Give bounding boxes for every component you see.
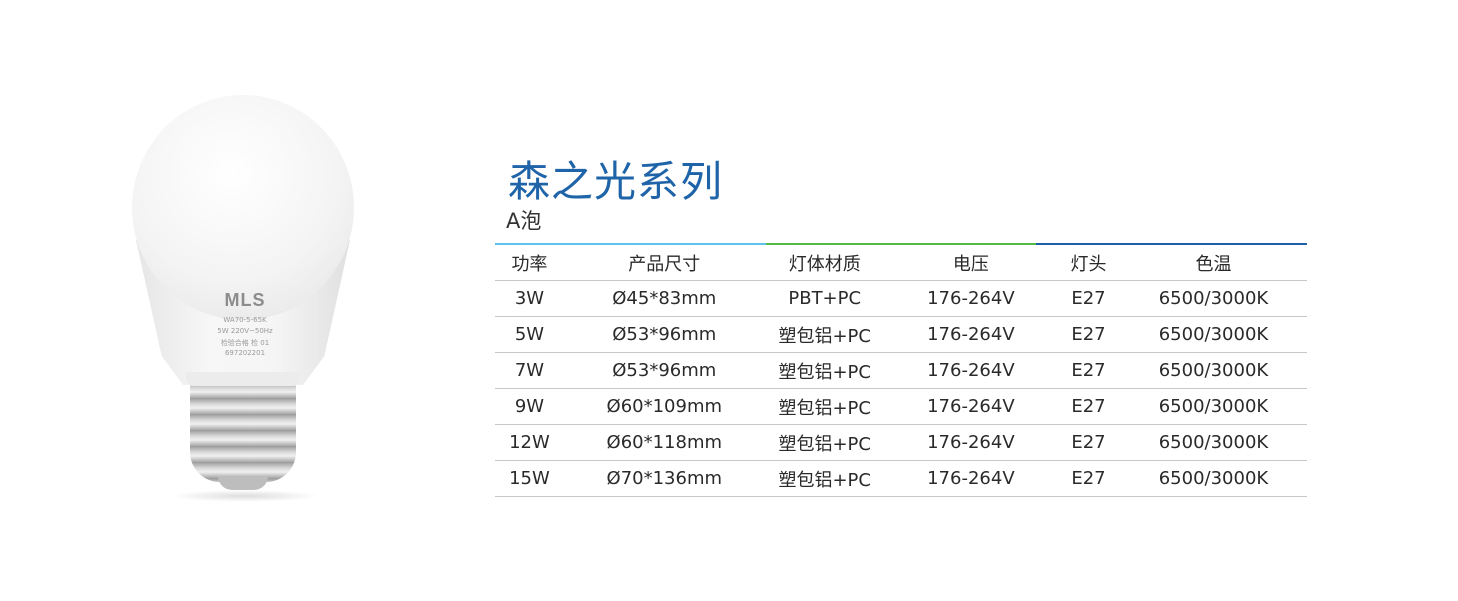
table-cell: 176-264V [927, 468, 1015, 489]
table-cell: 6500/3000K [1158, 288, 1269, 309]
table-cell: E27 [1071, 288, 1106, 309]
table-cell: 15W [509, 468, 550, 489]
bulb-tip [218, 476, 268, 490]
bulb-shadow [170, 490, 320, 502]
product-image-bulb: MLS WA70-5-65K 5W 220V~50Hz 检验合格 检 01 69… [120, 90, 370, 510]
series-subtitle: A泡 [506, 209, 542, 233]
table-cell: 塑包铝+PC [778, 397, 871, 419]
table-cell: 9W [514, 396, 545, 417]
table-cell: 6500/3000K [1158, 396, 1269, 417]
bar-segment [495, 243, 766, 245]
table-cell: 176-264V [927, 396, 1015, 417]
bulb-collar [186, 372, 300, 386]
table-cell: Ø70*136mm [606, 468, 723, 489]
table-cell: Ø60*109mm [606, 396, 723, 417]
series-title: 森之光系列 [508, 157, 724, 206]
column-header: 电压 [952, 253, 989, 275]
table-body: 3W Ø45*83mm PBT+PC 176-264V E27 6500/3000K 5W Ø… [495, 281, 1307, 497]
table-cell: Ø45*83mm [612, 288, 717, 309]
table-row: 5W Ø53*96mm 塑包铝+PC 176-264V E27 6500/3000K [495, 317, 1307, 353]
bar-segment [1036, 243, 1308, 245]
column-header: 灯头 [1070, 253, 1107, 275]
table-cell: E27 [1071, 396, 1106, 417]
bulb-screw-base [190, 382, 296, 482]
column-header: 色温 [1195, 253, 1232, 275]
column-header: 功率 [511, 253, 548, 275]
table-cell: 塑包铝+PC [778, 325, 871, 347]
table-cell: 176-264V [927, 432, 1015, 453]
bulb-label-line: WA70-5-65K [223, 316, 267, 324]
table-cell: 5W [514, 324, 545, 345]
table-cell: 176-264V [927, 324, 1015, 345]
table-cell: Ø53*96mm [612, 324, 717, 345]
table-cell: 6500/3000K [1158, 360, 1269, 381]
table-row: 7W Ø53*96mm 塑包铝+PC 176-264V E27 6500/3000K [495, 353, 1307, 389]
table-cell: 3W [514, 288, 545, 309]
table-cell: E27 [1071, 360, 1106, 381]
bar-segment [765, 243, 1037, 245]
bulb-label-line: 检验合格 检 01 [220, 339, 270, 347]
table-cell: E27 [1071, 324, 1106, 345]
table-cell: E27 [1071, 468, 1106, 489]
table-cell: PBT+PC [788, 288, 862, 309]
table-cell: 塑包铝+PC [778, 469, 871, 491]
bulb-label-line: 5W 220V~50Hz [217, 327, 273, 335]
table-cell: Ø53*96mm [612, 360, 717, 381]
table-row: 12W Ø60*118mm 塑包铝+PC 176-264V E27 6500/3000K [495, 425, 1307, 461]
table-row: 9W Ø60*109mm 塑包铝+PC 176-264V E27 6500/3000K [495, 389, 1307, 425]
table-cell: 塑包铝+PC [778, 433, 871, 455]
spec-table: 功率 产品尺寸 灯体材质 电压 灯头 色温 3W Ø45*83mm PBT+PC 176-264… [495, 243, 1308, 497]
table-cell: 7W [514, 360, 545, 381]
table-cell: 6500/3000K [1158, 468, 1269, 489]
table-cell: 176-264V [927, 288, 1015, 309]
bulb-logo: MLS [224, 290, 266, 310]
bulb-globe [132, 95, 354, 320]
table-row: 3W Ø45*83mm PBT+PC 176-264V E27 6500/3000K [495, 281, 1307, 317]
table-cell: 6500/3000K [1158, 324, 1269, 345]
table-header-row: 功率 产品尺寸 灯体材质 电压 灯头 色温 [495, 245, 1307, 281]
column-header: 灯体材质 [788, 253, 861, 275]
table-cell: 12W [509, 432, 550, 453]
table-cell: 6500/3000K [1158, 432, 1269, 453]
table-cell: 塑包铝+PC [778, 361, 871, 383]
table-row: 15W Ø70*136mm 塑包铝+PC 176-264V E27 6500/3000K [495, 461, 1307, 497]
column-header: 产品尺寸 [628, 253, 701, 275]
table-top-bar [495, 243, 1308, 245]
table-cell: E27 [1071, 432, 1106, 453]
bulb-label-line: 697202201 [224, 349, 266, 357]
table-cell: 176-264V [927, 360, 1015, 381]
table-cell: Ø60*118mm [606, 432, 723, 453]
